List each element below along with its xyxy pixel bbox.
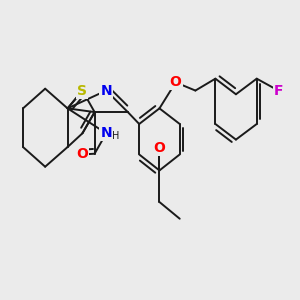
Text: N: N: [100, 84, 112, 98]
Text: N: N: [100, 126, 112, 140]
Text: O: O: [154, 141, 165, 155]
Text: O: O: [170, 75, 182, 89]
Text: S: S: [77, 84, 87, 98]
Text: O: O: [76, 148, 88, 161]
Text: H: H: [112, 131, 119, 141]
Text: F: F: [274, 84, 283, 98]
